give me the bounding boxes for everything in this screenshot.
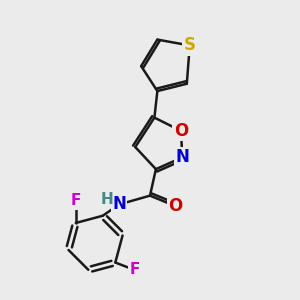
Text: N: N: [112, 196, 126, 214]
Text: O: O: [168, 197, 182, 215]
Text: H: H: [100, 192, 113, 207]
Text: S: S: [184, 37, 196, 55]
Text: O: O: [174, 122, 188, 140]
Text: F: F: [70, 194, 81, 208]
Text: F: F: [129, 262, 140, 278]
Text: N: N: [176, 148, 189, 166]
